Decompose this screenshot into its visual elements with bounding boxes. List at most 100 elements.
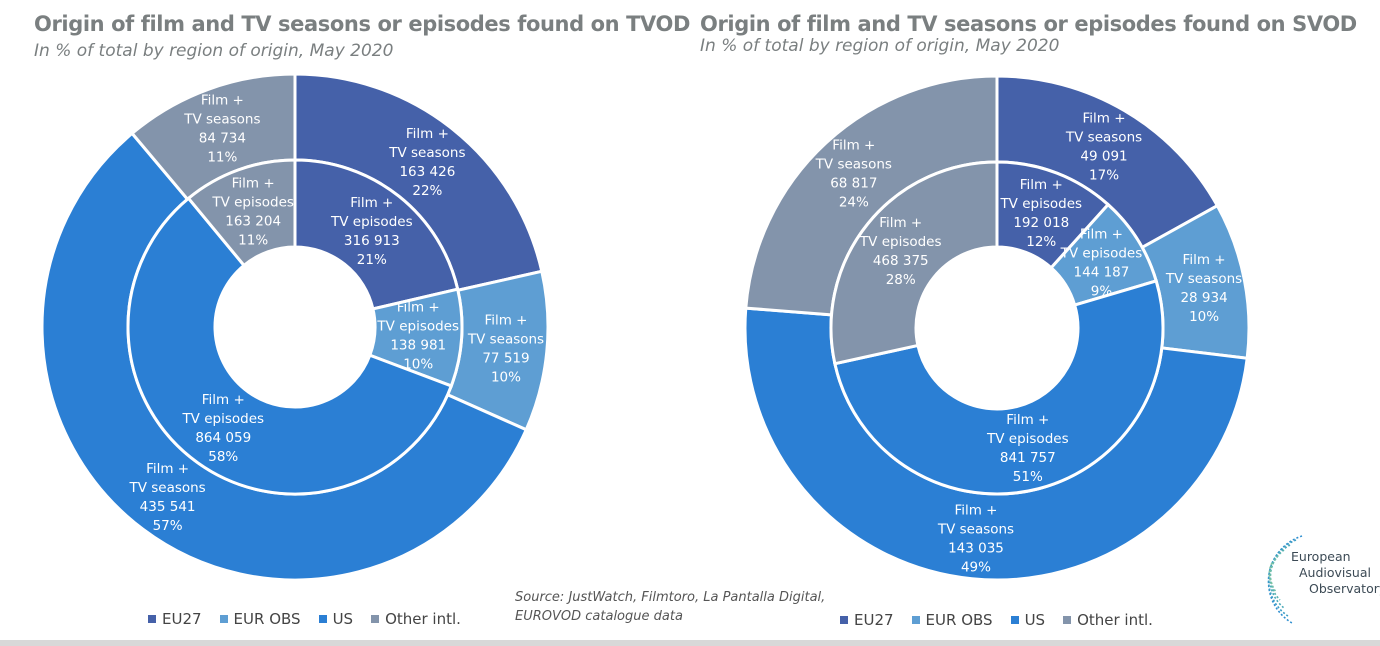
slice-label-line: 17%	[1089, 168, 1119, 184]
legend-label: EU27	[854, 611, 894, 629]
slice-label-line: TV episodes	[999, 196, 1082, 212]
slice-label-line: Film +	[1080, 227, 1123, 243]
slice-label-line: 28%	[886, 272, 916, 288]
slice-label-line: 49 091	[1080, 149, 1127, 165]
slice-label-line: TV seasons	[937, 521, 1014, 537]
legend-swatch	[318, 615, 327, 623]
slice-label-line: Film +	[397, 300, 440, 316]
slice-label-line: Film +	[954, 502, 997, 518]
legend-item-us: US	[1010, 611, 1045, 629]
legend-label: EUR OBS	[233, 610, 301, 628]
slice-label-line: 58%	[208, 449, 238, 465]
slice-label-line: 864 059	[195, 430, 251, 446]
source-line-1: Source: JustWatch, Filmtoro, La Pantalla…	[515, 590, 826, 605]
slice-label-line: 28 934	[1180, 290, 1227, 306]
donut-slice-episodes-eu27	[293, 158, 460, 311]
svod-legend: EU27 EUR OBS US Other intl.	[840, 611, 1153, 629]
bottom-divider	[0, 640, 1380, 646]
slice-label-line: 12%	[1026, 234, 1056, 250]
slice-label-line: 143 035	[948, 540, 1004, 556]
slice-label-line: TV seasons	[388, 145, 465, 161]
slice-label-line: 192 018	[1013, 215, 1069, 231]
legend-label: US	[332, 610, 354, 628]
slice-label-episodes: Film + TV episodes 138 981 10%	[376, 300, 459, 373]
legend-item-eu27: EU27	[148, 610, 202, 628]
tvod-legend: EU27 EUR OBS US Other intl.	[148, 610, 461, 628]
slice-label-line: TV episodes	[859, 234, 942, 250]
slice-label-line: Film +	[406, 126, 449, 142]
logo-line-2: Audiovisual	[1299, 565, 1371, 580]
slice-label-episodes: Film + TV episodes 864 059 58%	[181, 392, 264, 465]
slice-label-line: 10%	[403, 357, 433, 373]
legend-item-eu27: EU27	[840, 611, 894, 629]
legend-swatch	[1010, 616, 1019, 624]
slice-label-episodes: Film + TV episodes 163 204 11%	[211, 175, 294, 248]
observatory-logo-icon	[1267, 535, 1303, 624]
slice-label-line: TV seasons	[467, 331, 544, 347]
slice-label-line: Film +	[879, 215, 922, 231]
slice-label-seasons: Film + TV seasons 163 426 22%	[388, 126, 465, 199]
slice-label-line: 316 913	[344, 233, 400, 249]
slice-label-line: Film +	[350, 195, 393, 211]
slice-label-line: 84 734	[199, 130, 246, 146]
legend-swatch	[371, 615, 380, 623]
observatory-logo-text: European Audiovisual Observatory	[1291, 549, 1380, 597]
slice-label-line: Film +	[232, 175, 275, 191]
tvod-chart-title: Origin of film and TV seasons or episode…	[34, 12, 691, 36]
slice-label-line: 144 187	[1074, 265, 1130, 281]
slice-label-line: Film +	[1006, 412, 1049, 428]
slice-label-line: Film +	[201, 92, 244, 108]
logo-line-3: Observatory	[1309, 581, 1380, 596]
slice-label-line: TV episodes	[986, 431, 1069, 447]
legend-label: EUR OBS	[925, 611, 993, 629]
slice-label-line: 49%	[961, 559, 991, 575]
donut-slice-episodes-us	[833, 279, 1165, 496]
legend-swatch	[1063, 616, 1072, 624]
slice-label-seasons: Film + TV seasons 28 934 10%	[1165, 252, 1242, 325]
slice-label-line: TV episodes	[181, 411, 264, 427]
slice-label-line: 77 519	[482, 350, 529, 366]
slice-label-line: 10%	[491, 369, 521, 385]
slice-label-line: TV episodes	[330, 214, 413, 230]
legend-swatch	[219, 615, 228, 623]
legend-item-us: US	[318, 610, 354, 628]
legend-label: EU27	[162, 610, 202, 628]
tvod-chart-subtitle: In % of total by region of origin, May 2…	[34, 41, 394, 61]
slice-label-line: 57%	[153, 518, 183, 534]
legend-item-other-intl: Other intl.	[1063, 611, 1153, 629]
slice-label-line: TV seasons	[128, 480, 205, 496]
logo-line-1: European	[1291, 549, 1351, 564]
svod-chart-subtitle: In % of total by region of origin, May 2…	[700, 36, 1060, 56]
slice-label-line: Film +	[1083, 111, 1126, 127]
slice-label-line: Film +	[1183, 252, 1226, 268]
slice-label-line: 24%	[839, 195, 869, 211]
slice-label-line: TV seasons	[1165, 271, 1242, 287]
legend-item-eur-obs: EUR OBS	[219, 610, 301, 628]
legend-swatch	[911, 616, 920, 624]
legend-swatch	[148, 615, 156, 623]
slice-label-line: TV episodes	[1060, 246, 1143, 262]
slice-label-line: TV seasons	[815, 157, 892, 173]
slice-label-line: Film +	[202, 392, 245, 408]
slice-label-line: 163 426	[399, 164, 455, 180]
slice-label-line: 138 981	[390, 338, 446, 354]
donut-slice-episodes-other-intl	[186, 158, 297, 268]
slice-label-seasons: Film + TV seasons 435 541 57%	[128, 461, 205, 534]
slice-label-line: Film +	[1020, 177, 1063, 193]
slice-label-line: 10%	[1189, 309, 1219, 325]
slice-label-line: Film +	[484, 312, 527, 328]
slice-label-line: 68 817	[830, 176, 877, 192]
legend-item-other-intl: Other intl.	[371, 610, 461, 628]
slice-label-line: TV episodes	[211, 194, 294, 210]
slice-label-line: 11%	[238, 232, 268, 248]
slice-label-seasons: Film + TV seasons 68 817 24%	[815, 138, 892, 211]
legend-item-eur-obs: EUR OBS	[911, 611, 993, 629]
slice-label-episodes: Film + TV episodes 144 187 9%	[1060, 227, 1143, 300]
slice-label-episodes: Film + TV episodes 192 018 12%	[999, 177, 1082, 250]
donut-slice-episodes-other-intl	[829, 160, 999, 366]
svod-chart-title: Origin of film and TV seasons or episode…	[700, 12, 1357, 36]
slice-label-line: Film +	[832, 138, 875, 154]
slice-label-line: 11%	[207, 149, 237, 165]
slice-label-line: TV episodes	[376, 319, 459, 335]
